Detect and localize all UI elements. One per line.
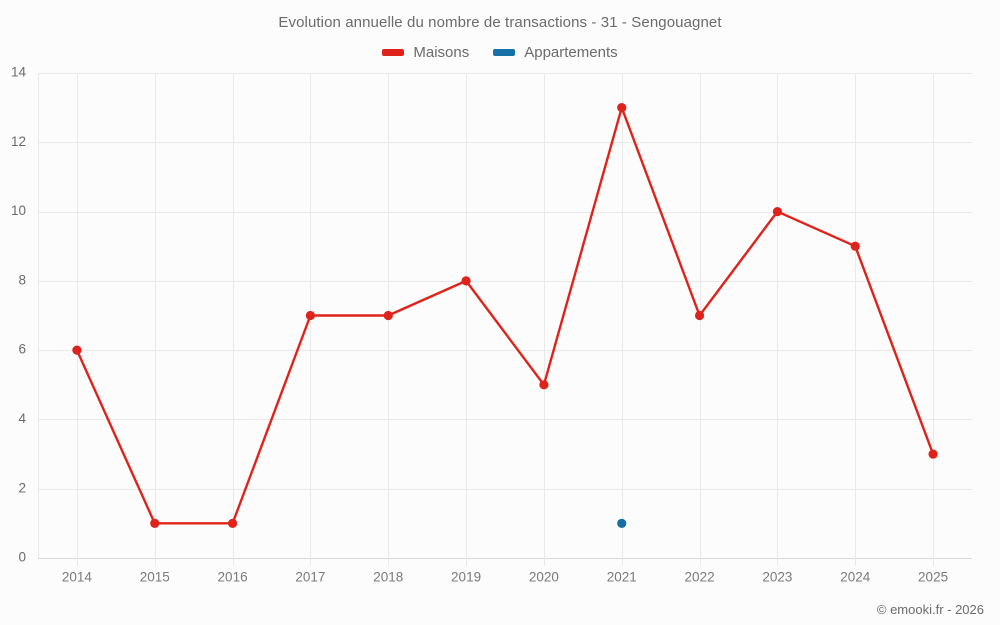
data-point[interactable] bbox=[617, 103, 627, 113]
x-axis-tick-label: 2020 bbox=[529, 570, 559, 585]
legend-item-appartements[interactable]: Appartements bbox=[493, 44, 618, 61]
y-axis-tick-label: 2 bbox=[18, 480, 26, 495]
y-axis-tick-label: 14 bbox=[11, 65, 27, 80]
chart-title: Evolution annuelle du nombre de transact… bbox=[278, 14, 722, 31]
data-point[interactable] bbox=[227, 518, 238, 528]
data-point[interactable] bbox=[928, 449, 938, 459]
data-point[interactable] bbox=[772, 206, 783, 217]
data-point[interactable] bbox=[694, 310, 705, 321]
copyright-footer: © emooki.fr - 2026 bbox=[876, 602, 984, 617]
x-axis-tick-label: 2014 bbox=[62, 570, 93, 585]
x-axis-tick-label: 2023 bbox=[762, 570, 792, 585]
legend-swatch-appartements-icon bbox=[493, 49, 516, 56]
y-axis-tick-label: 4 bbox=[18, 411, 26, 426]
x-axis-tick-label: 2022 bbox=[685, 570, 715, 585]
x-axis-tick-label: 2015 bbox=[140, 570, 170, 585]
x-axis-tick-label: 2019 bbox=[451, 570, 481, 585]
data-point[interactable] bbox=[461, 276, 471, 286]
data-point[interactable] bbox=[850, 241, 860, 251]
legend-item-maisons[interactable]: Maisons bbox=[382, 44, 469, 61]
y-axis-tick-label: 6 bbox=[18, 342, 26, 357]
legend-label-maisons: Maisons bbox=[413, 44, 470, 61]
x-axis-tick-label: 2016 bbox=[218, 570, 248, 585]
data-point[interactable] bbox=[617, 518, 627, 528]
y-axis-tick-label: 10 bbox=[11, 203, 26, 218]
data-point[interactable] bbox=[72, 345, 82, 355]
series-line-maisons bbox=[75, 106, 935, 525]
data-point[interactable] bbox=[305, 310, 316, 321]
y-axis-tick-label: 12 bbox=[11, 134, 26, 149]
data-point[interactable] bbox=[383, 310, 393, 321]
x-axis-tick-label: 2024 bbox=[840, 570, 871, 585]
legend-label-appartements: Appartements bbox=[524, 44, 618, 61]
plot-area: 0 2 4 6 8 10 12 14 2014 2015 2016 2017 2018 2019 2020 2… bbox=[11, 65, 972, 585]
y-axis-tick-label: 0 bbox=[18, 550, 26, 565]
x-axis-tick-label: 2017 bbox=[295, 570, 325, 585]
chart-legend: Maisons Appartements bbox=[0, 44, 1000, 61]
x-axis-tick-label: 2021 bbox=[607, 570, 637, 585]
data-point[interactable] bbox=[539, 380, 549, 390]
x-axis-tick-label: 2025 bbox=[918, 570, 948, 585]
data-point[interactable] bbox=[150, 518, 160, 528]
legend-swatch-maisons-icon bbox=[382, 49, 405, 56]
x-axis-tick-label: 2018 bbox=[373, 570, 403, 585]
y-axis-tick-label: 8 bbox=[18, 272, 26, 287]
